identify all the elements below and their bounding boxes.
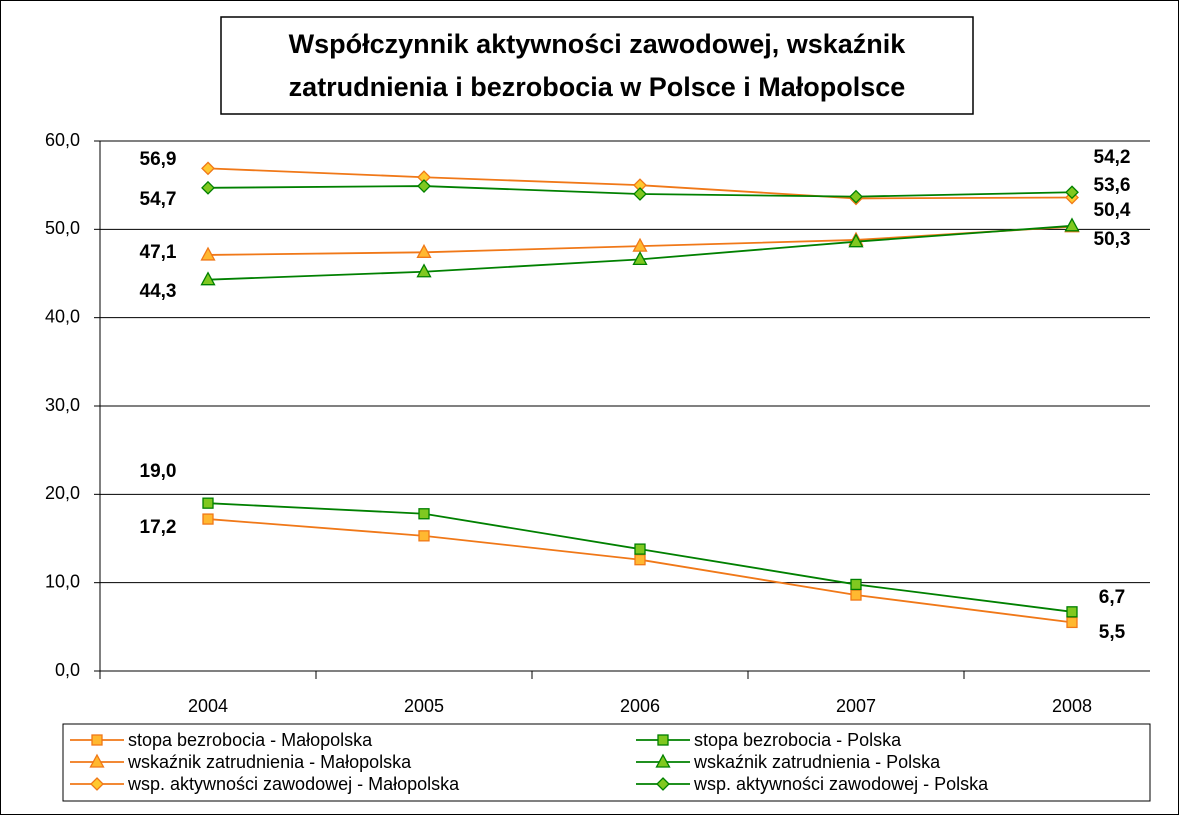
data-label: 5,5 bbox=[1099, 622, 1126, 643]
data-label: 53,6 bbox=[1094, 175, 1131, 196]
data-point bbox=[634, 543, 646, 555]
y-tick-label: 50,0 bbox=[45, 218, 80, 238]
data-point bbox=[1066, 606, 1078, 618]
data-label: 54,2 bbox=[1094, 147, 1131, 168]
data-point bbox=[202, 513, 214, 525]
data-point bbox=[632, 251, 648, 266]
data-point bbox=[201, 161, 215, 176]
data-point bbox=[201, 180, 215, 195]
data-point bbox=[417, 179, 431, 193]
legend-marker bbox=[89, 753, 105, 768]
title-box bbox=[220, 16, 974, 115]
legend-marker bbox=[657, 734, 669, 746]
data-label: 47,1 bbox=[140, 242, 177, 263]
legend-marker bbox=[90, 777, 104, 791]
y-tick-label: 30,0 bbox=[45, 395, 80, 415]
data-point bbox=[1065, 185, 1079, 200]
x-tick-label: 2004 bbox=[188, 696, 228, 716]
y-tick-label: 40,0 bbox=[45, 306, 80, 326]
data-point bbox=[418, 530, 430, 542]
data-point bbox=[850, 589, 862, 601]
legend-label: wsp. aktywności zawodowej - Polska bbox=[693, 774, 989, 794]
data-label: 50,3 bbox=[1094, 229, 1131, 250]
x-tick-label: 2006 bbox=[620, 696, 660, 716]
x-tick-label: 2005 bbox=[404, 696, 444, 716]
data-point bbox=[1066, 616, 1078, 629]
data-point bbox=[416, 243, 432, 258]
data-point bbox=[849, 189, 863, 204]
legend-marker bbox=[91, 734, 103, 746]
data-point bbox=[416, 263, 432, 278]
legend-label: wsp. aktywności zawodowej - Małopolska bbox=[127, 774, 460, 794]
y-tick-label: 0,0 bbox=[55, 660, 80, 680]
data-point bbox=[633, 187, 647, 201]
legend-marker bbox=[655, 753, 671, 768]
legend-label: stopa bezrobocia - Polska bbox=[694, 730, 902, 750]
data-point bbox=[202, 497, 214, 509]
data-point bbox=[418, 508, 430, 520]
legend-label: wskaźnik zatrudnienia - Polska bbox=[693, 752, 941, 772]
y-tick-label: 60,0 bbox=[45, 130, 80, 150]
legend-label: wskaźnik zatrudnienia - Małopolska bbox=[127, 752, 412, 772]
chart-title: zatrudnienia i bezrobocia w Polsce i Mał… bbox=[289, 72, 906, 102]
y-tick-label: 20,0 bbox=[45, 483, 80, 503]
data-label: 56,9 bbox=[140, 149, 177, 170]
data-point bbox=[848, 233, 864, 248]
data-label: 19,0 bbox=[140, 461, 177, 482]
y-tick-label: 10,0 bbox=[45, 571, 80, 591]
data-label: 17,2 bbox=[140, 517, 177, 538]
data-point bbox=[200, 246, 216, 261]
data-label: 44,3 bbox=[140, 281, 177, 302]
data-label: 50,4 bbox=[1094, 200, 1131, 221]
data-label: 6,7 bbox=[1099, 587, 1125, 608]
chart-title: Współczynnik aktywności zawodowej, wskaź… bbox=[289, 29, 907, 59]
x-tick-label: 2007 bbox=[836, 696, 876, 716]
data-point bbox=[634, 554, 646, 566]
data-label: 54,7 bbox=[140, 189, 177, 210]
data-point bbox=[850, 578, 862, 591]
data-point bbox=[200, 271, 216, 286]
legend-label: stopa bezrobocia - Małopolska bbox=[128, 730, 373, 750]
legend-marker bbox=[656, 777, 670, 791]
data-point bbox=[1064, 217, 1080, 232]
legend-box bbox=[62, 723, 1151, 802]
x-tick-label: 2008 bbox=[1052, 696, 1092, 716]
